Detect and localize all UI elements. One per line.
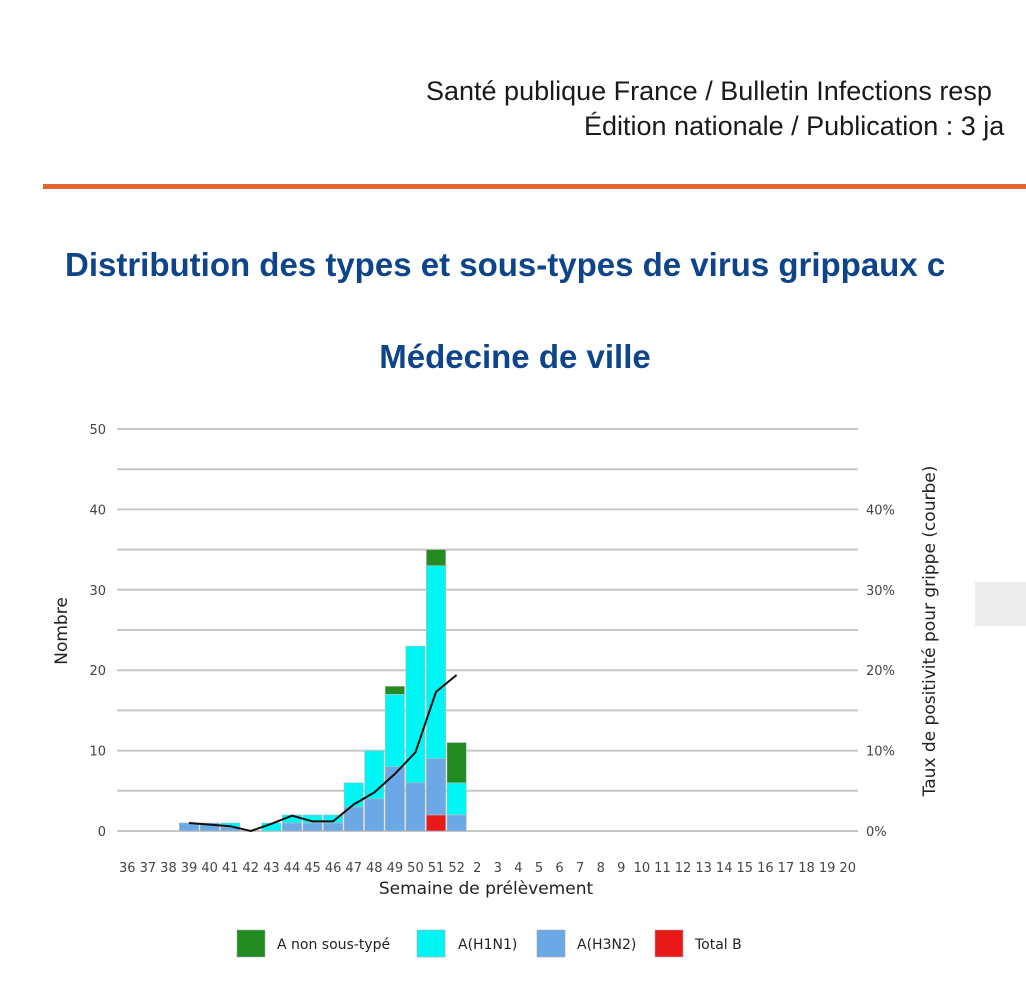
x-tick-label: 6 bbox=[555, 861, 563, 876]
legend: A non sous-typé A(H1N1) A(H3N2) Total B bbox=[236, 929, 742, 958]
legend-swatch bbox=[236, 929, 266, 958]
x-axis-ticks: 36 37 38 39 40 41 42 43 44 45 46 47 48 49 50 51 52 2 3 4 5 6 7… bbox=[119, 861, 856, 876]
y-tick-label: 30 bbox=[89, 584, 106, 599]
y2-tick-label: 40% bbox=[866, 503, 895, 518]
y-tick-label: 0 bbox=[98, 825, 106, 840]
y-axis-title: Nombre bbox=[52, 597, 72, 665]
y2-tick-label: 20% bbox=[866, 664, 895, 679]
bar-segment bbox=[281, 822, 302, 832]
x-tick-label: 4 bbox=[514, 861, 522, 876]
x-tick-label: 38 bbox=[160, 861, 177, 876]
x-tick-label: 9 bbox=[617, 861, 625, 876]
bar-segment bbox=[343, 782, 364, 808]
x-tick-label: 49 bbox=[387, 861, 404, 876]
positivity-line-path bbox=[188, 674, 458, 833]
positivity-line bbox=[188, 674, 458, 833]
bar-segment bbox=[446, 742, 467, 784]
bar-segment bbox=[405, 782, 426, 832]
bar-segment bbox=[302, 822, 323, 832]
bar-segment bbox=[426, 814, 447, 832]
bar-segment bbox=[426, 758, 447, 816]
x-tick-label: 36 bbox=[119, 861, 136, 876]
accent-rule bbox=[43, 184, 1026, 189]
gridlines bbox=[117, 428, 858, 832]
x-tick-label: 44 bbox=[284, 861, 301, 876]
x-tick-label: 43 bbox=[263, 861, 280, 876]
x-tick-label: 3 bbox=[494, 861, 502, 876]
bar-segment bbox=[199, 822, 220, 832]
bar-segment bbox=[405, 645, 426, 784]
legend-swatch bbox=[536, 929, 566, 958]
y2-tick-label: 30% bbox=[866, 584, 895, 599]
bar-segment bbox=[426, 549, 447, 566]
header-publisher: Santé publique France / Bulletin Infecti… bbox=[426, 76, 992, 106]
x-tick-label: 8 bbox=[597, 861, 605, 876]
x-axis-title: Semaine de prélèvement bbox=[379, 879, 594, 899]
x-tick-label: 40 bbox=[201, 861, 218, 876]
x-tick-label: 5 bbox=[535, 861, 543, 876]
x-tick-label: 50 bbox=[407, 861, 424, 876]
x-tick-label: 46 bbox=[325, 861, 342, 876]
bar-segment bbox=[323, 814, 344, 824]
y2-tick-label: 0% bbox=[866, 825, 887, 840]
legend-swatch bbox=[654, 929, 684, 958]
y-axis-ticks: 0 10 20 30 40 50 bbox=[89, 423, 106, 840]
y-tick-label: 40 bbox=[89, 503, 106, 518]
bar-segment bbox=[364, 798, 385, 832]
chart-subtitle: Médecine de ville bbox=[379, 338, 651, 375]
bar-segment bbox=[384, 694, 405, 767]
x-tick-label: 48 bbox=[366, 861, 383, 876]
bar-segment bbox=[323, 822, 344, 832]
x-tick-label: 15 bbox=[737, 861, 754, 876]
bar-segment bbox=[384, 685, 405, 695]
y-tick-label: 10 bbox=[89, 745, 106, 760]
x-tick-label: 2 bbox=[473, 861, 481, 876]
bar-segment bbox=[446, 782, 467, 816]
x-tick-label: 51 bbox=[428, 861, 445, 876]
bar-segment bbox=[446, 814, 467, 832]
y2-tick-label: 10% bbox=[866, 745, 895, 760]
x-tick-label: 14 bbox=[716, 861, 733, 876]
chart-title: Distribution des types et sous-types de … bbox=[65, 246, 946, 283]
header-edition: Édition nationale / Publication : 3 ja bbox=[584, 111, 1005, 141]
y2-axis-title: Taux de positivité pour grippe (courbe) bbox=[920, 466, 940, 798]
y2-axis-ticks: 0% 10% 20% 30% 40% bbox=[866, 503, 895, 840]
x-tick-label: 41 bbox=[222, 861, 239, 876]
side-panel-edge bbox=[975, 582, 1026, 626]
legend-label: A(H1N1) bbox=[458, 937, 517, 953]
x-tick-label: 52 bbox=[448, 861, 465, 876]
x-tick-label: 47 bbox=[345, 861, 362, 876]
x-tick-label: 16 bbox=[757, 861, 774, 876]
bars bbox=[179, 549, 467, 832]
legend-label: Total B bbox=[694, 937, 742, 953]
x-tick-label: 7 bbox=[576, 861, 584, 876]
y-tick-label: 20 bbox=[89, 664, 106, 679]
x-tick-label: 11 bbox=[654, 861, 671, 876]
x-tick-label: 19 bbox=[819, 861, 836, 876]
bar-segment bbox=[384, 766, 405, 832]
legend-label: A(H3N2) bbox=[577, 937, 636, 953]
legend-label: A non sous-typé bbox=[277, 937, 390, 953]
x-tick-label: 13 bbox=[695, 861, 712, 876]
bar-segment bbox=[426, 565, 447, 759]
x-tick-label: 37 bbox=[140, 861, 157, 876]
x-tick-label: 18 bbox=[798, 861, 815, 876]
x-tick-label: 12 bbox=[675, 861, 692, 876]
y-tick-label: 50 bbox=[89, 423, 106, 438]
x-tick-label: 10 bbox=[634, 861, 651, 876]
x-tick-label: 42 bbox=[243, 861, 260, 876]
x-tick-label: 45 bbox=[304, 861, 321, 876]
x-tick-label: 17 bbox=[778, 861, 795, 876]
legend-swatch bbox=[416, 929, 446, 958]
x-tick-label: 39 bbox=[181, 861, 198, 876]
x-tick-label: 20 bbox=[839, 861, 856, 876]
